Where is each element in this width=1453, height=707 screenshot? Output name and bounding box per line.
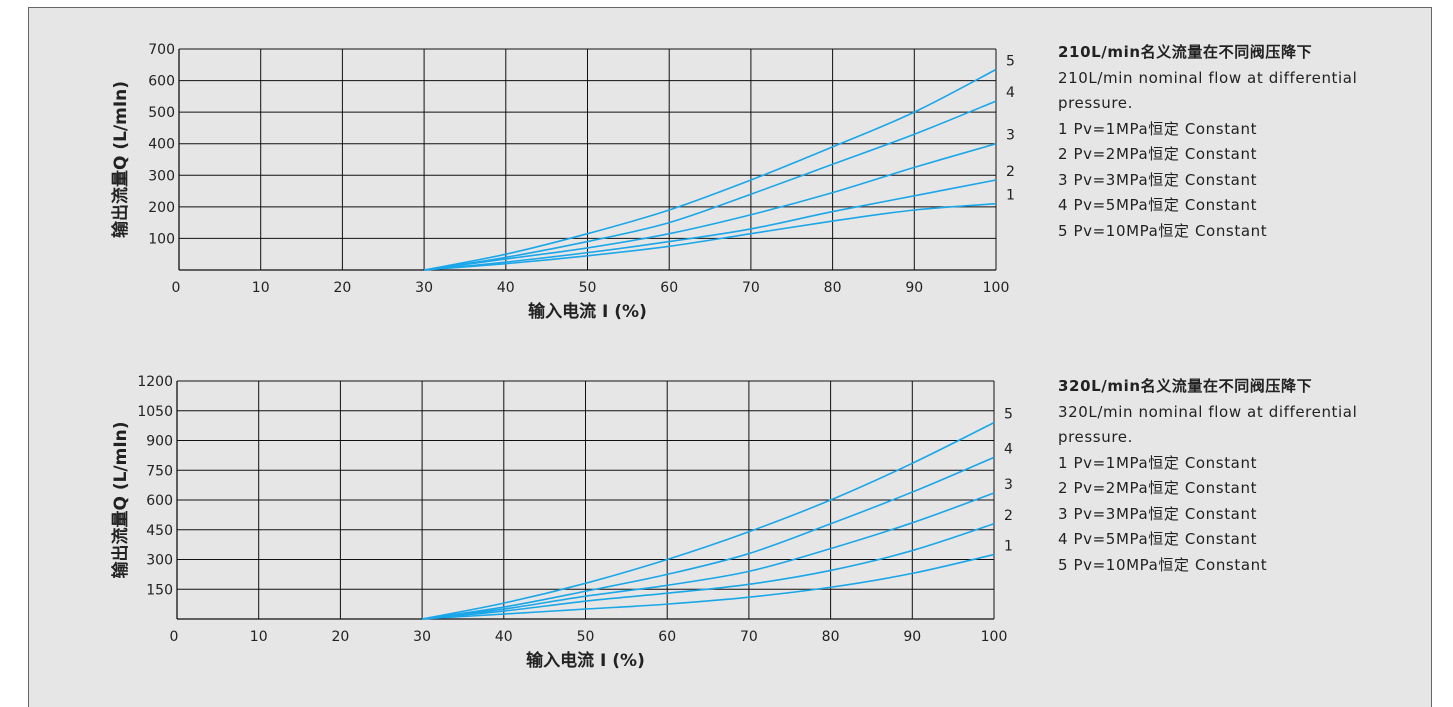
legend-title-en: 210L/min nominal flow at differential [1058, 68, 1358, 87]
legend-title-en-cont: pressure. [1058, 94, 1133, 112]
x-tick-label: 50 [579, 280, 597, 296]
legend-item-3: 3 Pv=3MPa恒定 Constant [1058, 504, 1258, 523]
legend-item-1: 1 Pv=1MPa恒定 Constant [1058, 119, 1258, 138]
series-label-5: 5 [1006, 54, 1015, 70]
legend-title-zh: 320L/min名义流量在不同阀压降下 [1058, 377, 1313, 395]
series-label-4: 4 [1006, 85, 1015, 101]
series-label-3: 3 [1004, 477, 1013, 493]
x-tick-label: 70 [740, 629, 758, 645]
y-tick-label: 1050 [137, 404, 173, 420]
x-tick-label: 60 [660, 280, 678, 296]
x-tick-label: 10 [252, 280, 270, 296]
series-label-1: 1 [1004, 539, 1013, 555]
y-tick-label: 300 [148, 168, 175, 184]
series-line-3 [423, 142, 997, 271]
legend-title-en: 320L/min nominal flow at differential [1058, 402, 1358, 421]
legend-item-2: 2 Pv=2MPa恒定 Constant [1058, 479, 1258, 497]
x-tick-label: 100 [981, 629, 1008, 645]
y-axis-title: 输出流量Q (L/mIn) [110, 81, 131, 238]
x-tick-label: 0 [172, 280, 181, 296]
series-line-5 [423, 68, 997, 271]
x-tick-label: 50 [577, 629, 595, 645]
series-label-2: 2 [1004, 508, 1013, 524]
x-tick-label: 40 [495, 629, 513, 645]
series-line-2 [424, 179, 997, 271]
x-tick-label: 80 [824, 280, 842, 296]
legend-item-2: 2 Pv=2MPa恒定 Constant [1058, 145, 1258, 163]
series-line-4 [423, 100, 997, 271]
x-tick-label: 90 [903, 629, 921, 645]
legend-item-3: 3 Pv=3MPa恒定 Constant [1058, 170, 1258, 189]
y-tick-label: 150 [146, 582, 173, 598]
series-label-2: 2 [1006, 164, 1015, 180]
x-tick-label: 100 [983, 280, 1010, 296]
series-line-1 [422, 553, 995, 620]
y-tick-label: 450 [146, 523, 173, 539]
x-tick-label: 90 [905, 280, 923, 296]
chart-panel [28, 7, 1432, 707]
y-tick-label: 300 [146, 553, 173, 569]
legend-item-4: 4 Pv=5MPa恒定 Constant [1058, 530, 1258, 548]
y-tick-label: 200 [148, 200, 175, 216]
x-tick-label: 80 [822, 629, 840, 645]
series-label-4: 4 [1004, 441, 1013, 457]
x-tick-label: 70 [742, 280, 760, 296]
y-tick-label: 600 [146, 493, 173, 509]
x-tick-label: 60 [658, 629, 676, 645]
x-tick-label: 30 [413, 629, 431, 645]
x-axis-title: 输入电流 I (%) [528, 301, 647, 322]
legend-item-1: 1 Pv=1MPa恒定 Constant [1058, 453, 1258, 472]
x-tick-label: 0 [170, 629, 179, 645]
y-axis-title: 输出流量Q (L/mIn) [110, 421, 131, 578]
series-line-1 [424, 202, 997, 271]
series-label-1: 1 [1006, 188, 1015, 204]
series-label-5: 5 [1004, 407, 1013, 423]
x-tick-label: 20 [333, 280, 351, 296]
series-line-5 [421, 421, 995, 620]
x-axis-title: 输入电流 I (%) [526, 650, 645, 671]
y-tick-label: 100 [148, 231, 175, 247]
y-tick-label: 500 [148, 105, 175, 121]
series-line-4 [421, 456, 995, 620]
series-line-2 [422, 523, 995, 620]
series-line-3 [422, 492, 995, 620]
y-tick-label: 600 [148, 74, 175, 90]
y-tick-label: 900 [146, 434, 173, 450]
x-tick-label: 20 [331, 629, 349, 645]
legend-item-4: 4 Pv=5MPa恒定 Constant [1058, 196, 1258, 214]
y-tick-label: 400 [148, 137, 175, 153]
x-tick-label: 40 [497, 280, 515, 296]
y-tick-label: 1200 [137, 374, 173, 390]
y-tick-label: 750 [146, 463, 173, 479]
legend-chart-2: 320L/min名义流量在不同阀压降下 320L/min nominal flo… [1058, 374, 1438, 578]
chart-2: 0 10 20 30 40 50 60 70 80 90 100 150 300 450 600 750 900… [110, 374, 1013, 671]
x-tick-label: 30 [415, 280, 433, 296]
legend-chart-1: 210L/min名义流量在不同阀压降下 210L/min nominal flo… [1058, 40, 1438, 244]
legend-item-5: 5 Pv=10MPa恒定 Constant [1058, 221, 1268, 240]
series-label-3: 3 [1006, 128, 1015, 144]
chart-1: 0 10 20 30 40 50 60 70 80 90 100 100 200 300 400 500 600… [110, 42, 1015, 322]
legend-title-en-cont: pressure. [1058, 428, 1133, 446]
x-tick-label: 10 [250, 629, 268, 645]
legend-item-5: 5 Pv=10MPa恒定 Constant [1058, 555, 1268, 574]
y-tick-label: 700 [148, 42, 175, 58]
legend-title-zh: 210L/min名义流量在不同阀压降下 [1058, 43, 1313, 61]
